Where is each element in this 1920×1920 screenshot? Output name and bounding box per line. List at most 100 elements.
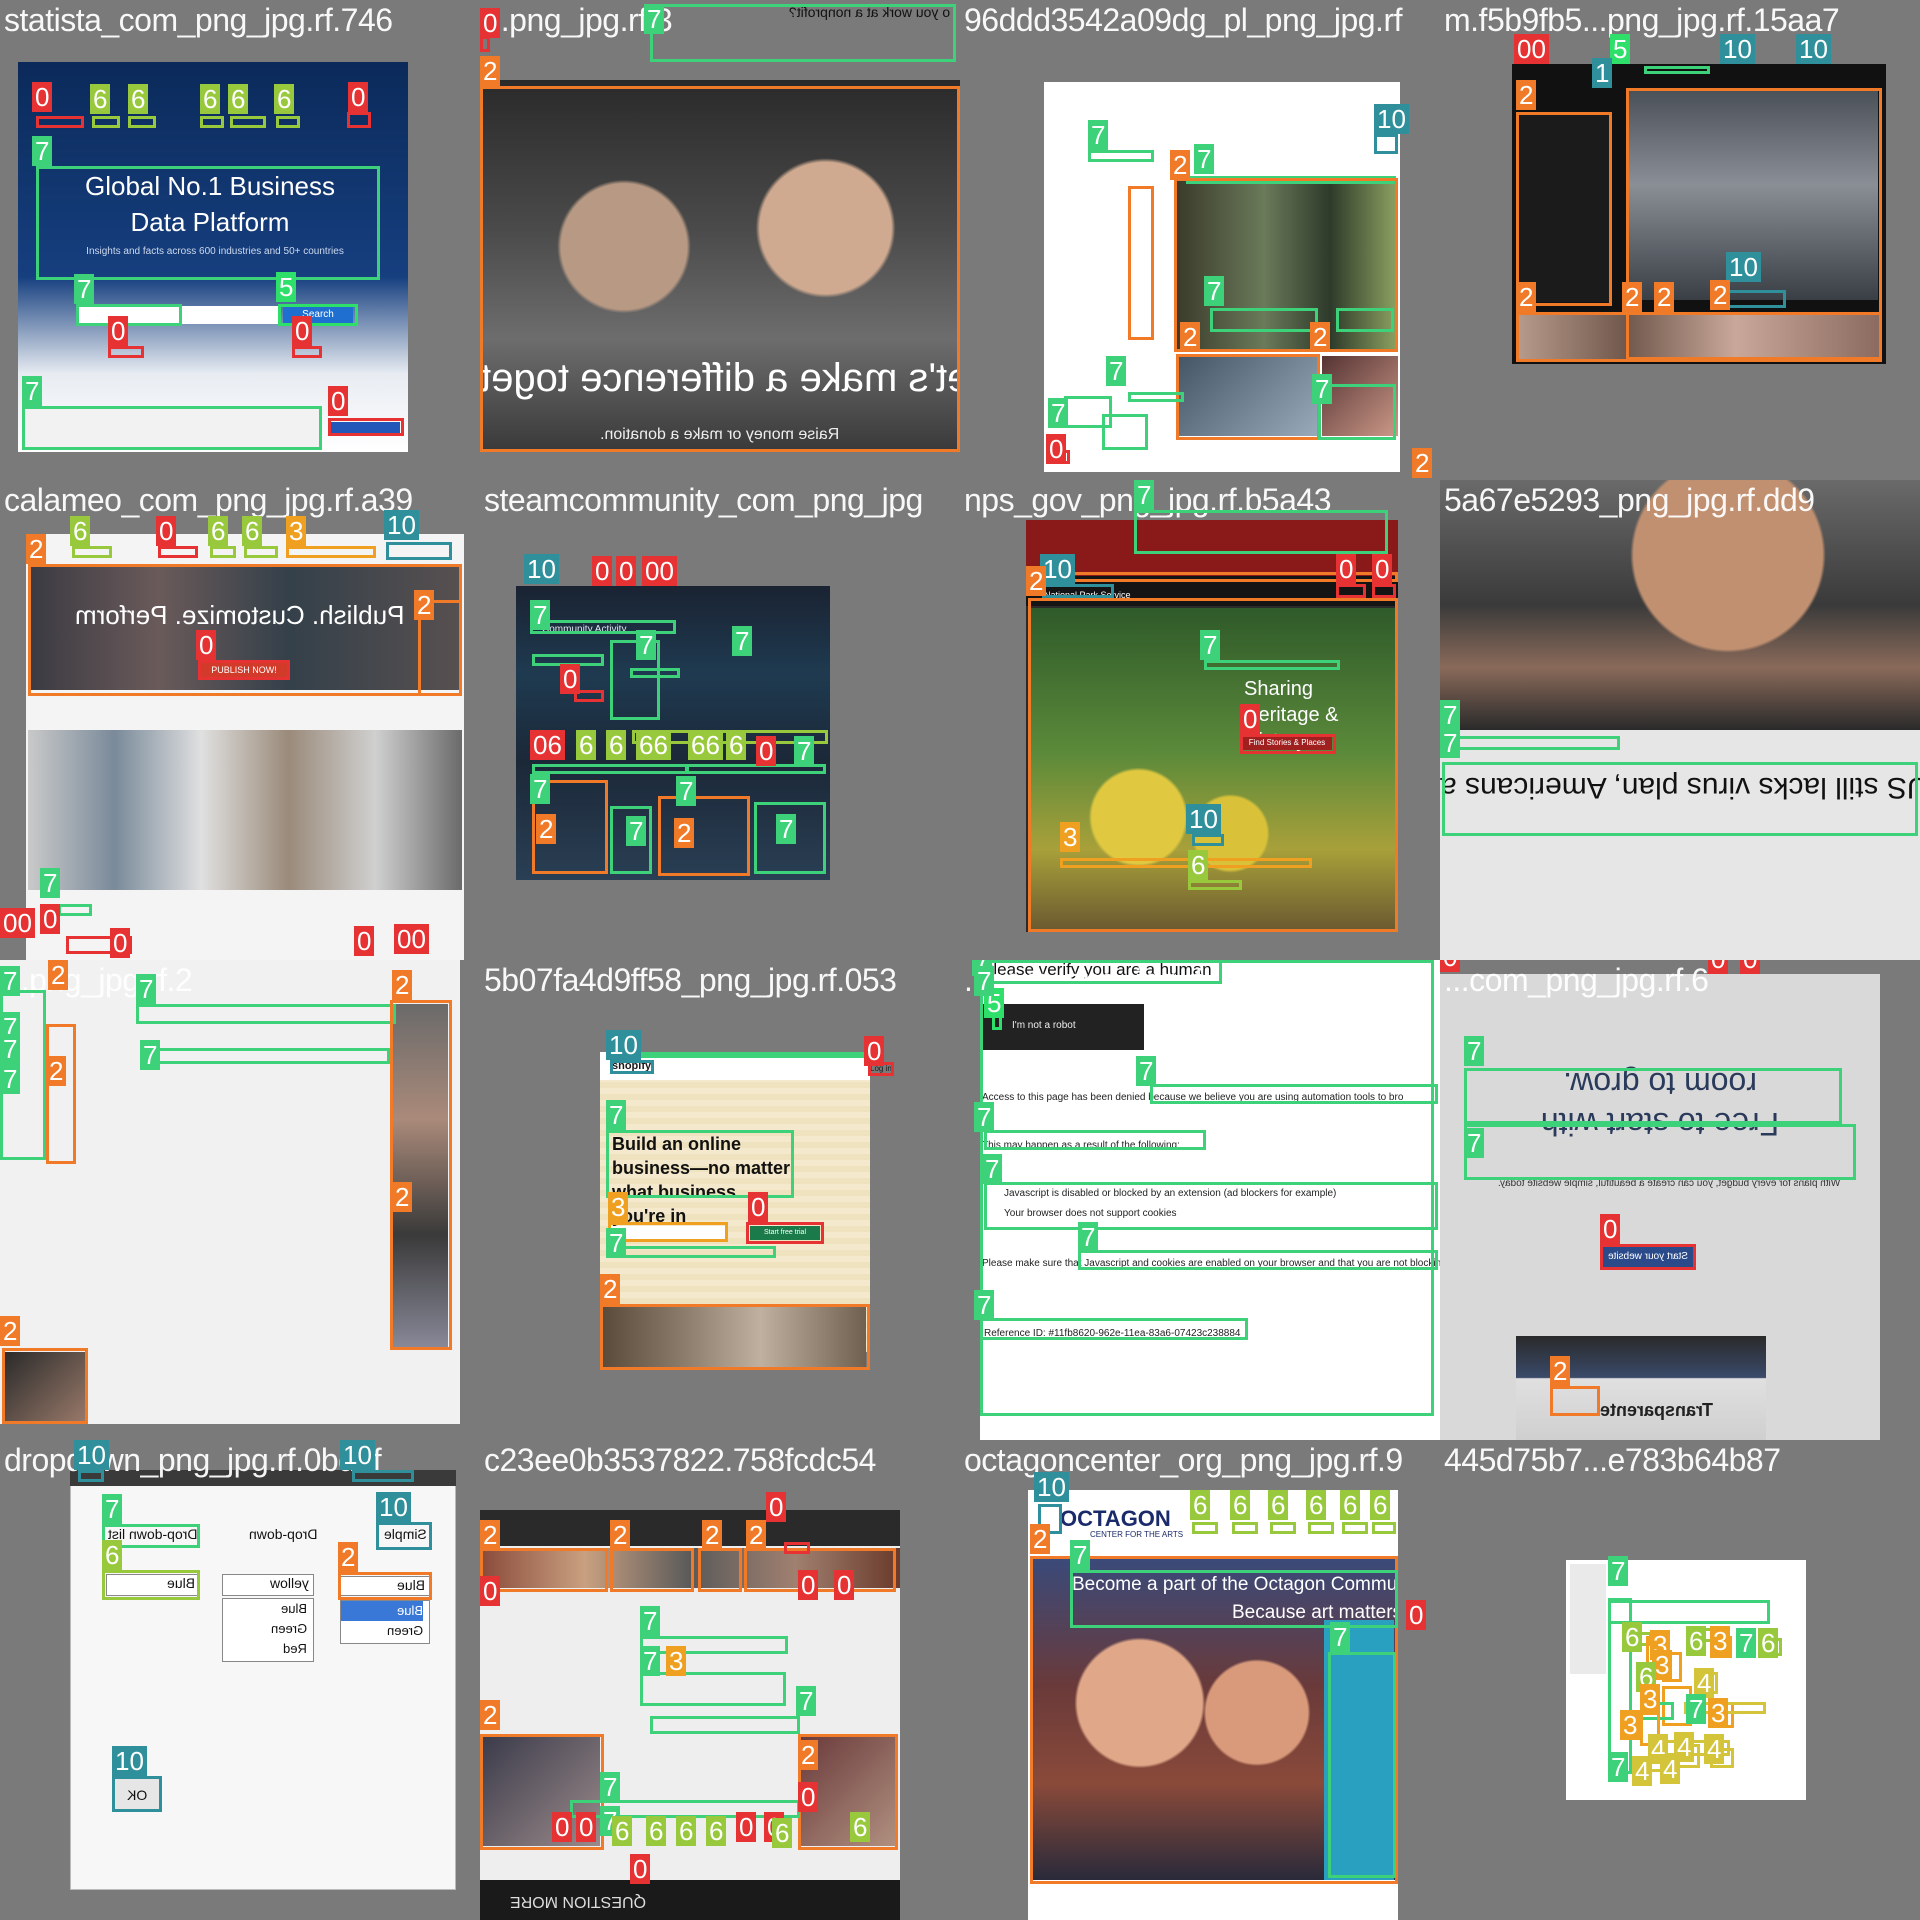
label-tag: 6 [676, 1816, 697, 1846]
bbox [2, 1348, 88, 1424]
bbox [1042, 584, 1114, 598]
label-tag: 2 [674, 818, 695, 848]
bbox [658, 796, 750, 876]
label-tag: 6 [646, 1816, 667, 1846]
builder-cta-button[interactable]: Start your website [1602, 1246, 1694, 1268]
tile-dropdown: dropdown_png_jpg.rf.0bdef Drop-down list… [0, 1440, 480, 1920]
bbox [610, 640, 660, 720]
bbox [532, 780, 608, 874]
label-tag: 7 [626, 816, 647, 846]
bbox [1204, 660, 1340, 670]
bbox [1128, 186, 1154, 340]
bbox [1442, 762, 1918, 836]
bbox [1176, 354, 1320, 440]
label-tag: 2 [480, 56, 501, 86]
bbox [128, 116, 156, 128]
bbox [984, 1130, 1206, 1150]
bbox [390, 1000, 452, 1350]
label-tag: 3 [1652, 1650, 1673, 1680]
label-tag: 0 [1240, 704, 1261, 734]
octagon-logo[interactable]: OCTAGON [1060, 1506, 1171, 1531]
label-tag: 2 [48, 960, 69, 990]
label-tag: 4 [1694, 1668, 1715, 1698]
bbox [1150, 1084, 1438, 1104]
label-tag: 0 [1046, 434, 1067, 464]
shopify-login-link[interactable]: Log in [870, 1064, 892, 1073]
label-tag: 7 [530, 774, 551, 804]
label-tag: 6 [242, 516, 263, 546]
bbox [276, 116, 300, 128]
tile-caption: 96ddd3542a09dg_pl_png_jpg.rf [964, 2, 1402, 38]
label-tag: 6 [772, 1818, 793, 1848]
label-tag: 5 [276, 272, 297, 302]
bbox [1726, 290, 1786, 308]
label-tag: 10 [1796, 34, 1831, 64]
label-tag: 3 [286, 516, 307, 546]
label-tag: 7 [530, 600, 551, 630]
simple-option[interactable]: Blue [341, 1601, 423, 1621]
label-tag: 0 [736, 1812, 757, 1842]
label-tag: 00 [0, 908, 35, 938]
bbox [112, 1776, 162, 1812]
label-tag: 7 [74, 274, 95, 304]
label-tag: 0 [1406, 1600, 1427, 1630]
simple-option[interactable]: Green [386, 1623, 423, 1638]
bbox [1134, 510, 1388, 554]
video-sidebar [1516, 112, 1610, 302]
tile-caption: 5a67e5293_png_jpg.rf.dd9 [1444, 482, 1815, 518]
bbox [606, 1052, 870, 1058]
tile-caption: steamcommunity_com_png_jpg [484, 482, 923, 518]
dropdown-combo[interactable]: yellow [222, 1574, 314, 1596]
bbox [158, 546, 198, 558]
bbox [1232, 1522, 1258, 1534]
captcha-title: Please verify you are a human [982, 960, 1212, 979]
bbox [784, 1542, 810, 1554]
shopify-cta-button[interactable]: Start free trial [750, 1226, 820, 1240]
bbox [1372, 584, 1396, 598]
captcha-widget[interactable] [982, 1004, 1144, 1050]
label-tag: 0 [798, 1570, 819, 1600]
shopify-email-input[interactable] [610, 1226, 726, 1240]
label-tag: 2 [0, 1316, 21, 1346]
label-tag: 2 [1622, 282, 1643, 312]
label-tag: 7 [796, 1686, 817, 1716]
tile-caption: 445d75b7...e783b64b87 [1444, 1442, 1781, 1478]
label-tag: 3 [1710, 1626, 1731, 1656]
label-tag: 6 [576, 730, 597, 760]
label-tag: 5 [1610, 34, 1631, 64]
label-tag: 7 [600, 1772, 621, 1802]
bbox [352, 1470, 414, 1482]
dropdown-option[interactable]: Red [283, 1641, 307, 1656]
label-tag: 10 [524, 554, 559, 584]
label-tag: 7 [1312, 374, 1333, 404]
octagon-logo-sub: CENTER FOR THE ARTS [1090, 1530, 1184, 1539]
bbox [606, 1130, 794, 1198]
tile-nonprofit: ...png_jpg.rf.3 o you work at a nonprofi… [480, 0, 960, 480]
shopify-logo[interactable]: shopify [612, 1060, 652, 1072]
nonprofit-hero-photo [480, 80, 960, 450]
calameo-cta-button[interactable]: PUBLISH NOW! [200, 662, 288, 678]
tile-calameo: calameo_com_png_jpg.rf.a39 Publish. Cust… [0, 480, 480, 960]
label-tag: 0 [560, 664, 581, 694]
label-tag: 7 [1070, 1540, 1091, 1570]
nps-cta-button[interactable]: Find Stories & Places [1242, 736, 1332, 750]
label-tag: 2 [1710, 280, 1731, 310]
dropdown-option[interactable]: Blue [280, 1601, 307, 1616]
label-tag: 2 [26, 534, 47, 564]
bbox [980, 1318, 1248, 1340]
dropdown-open-list[interactable]: Blue Green Red [222, 1598, 314, 1662]
label-tag: 10 [1726, 252, 1761, 282]
statista-ok-button[interactable] [330, 422, 400, 436]
bbox [980, 960, 1222, 984]
label-tag: 6 [1622, 1622, 1643, 1652]
label-tag: 10 [74, 1440, 109, 1470]
dropdown-option[interactable]: Green [270, 1621, 307, 1636]
bbox [532, 764, 688, 774]
bbox [1030, 1556, 1398, 1884]
bbox [600, 1304, 870, 1370]
bbox [1336, 308, 1394, 332]
label-tag: 06 [530, 730, 565, 760]
simple-list[interactable]: Blue Green [340, 1600, 430, 1644]
label-tag: 10 [112, 1746, 147, 1776]
label-tag: 7 [22, 376, 43, 406]
